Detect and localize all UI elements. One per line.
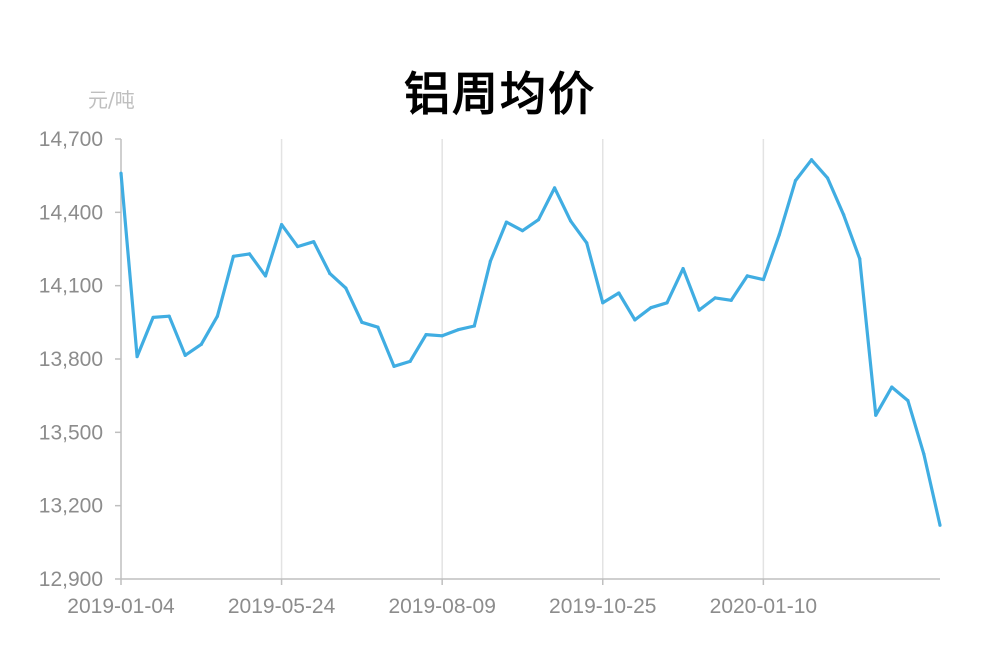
- data-point: [745, 274, 749, 278]
- data-point: [215, 314, 219, 318]
- data-point: [858, 257, 862, 261]
- data-point: [520, 229, 525, 233]
- data-point: [649, 306, 653, 310]
- data-point: [151, 315, 155, 320]
- data-point: [713, 296, 717, 300]
- data-point: [617, 291, 621, 295]
- data-point: [842, 213, 846, 217]
- data-point: [456, 328, 460, 332]
- data-point: [938, 523, 942, 527]
- data-point: [424, 332, 428, 337]
- data-point: [472, 324, 476, 328]
- y-tick-label: 13,800: [39, 348, 103, 371]
- data-point: [504, 220, 509, 224]
- data-point: [167, 314, 171, 318]
- x-tick-label: 2019-05-24: [228, 595, 336, 618]
- data-point: [312, 240, 316, 244]
- data-point: [922, 452, 926, 456]
- data-point: [697, 308, 701, 312]
- data-point: [890, 385, 894, 389]
- data-point: [585, 241, 589, 245]
- chart-title: 铝周均价: [404, 67, 596, 121]
- x-tick-label: 2019-10-25: [549, 595, 656, 618]
- x-axis-ticks: 2019-01-04 2019-05-24 2019-08-09 2019-10-25…: [67, 579, 817, 618]
- data-point: [199, 342, 203, 346]
- data-point: [569, 219, 573, 223]
- y-tick-label: 13,200: [39, 495, 103, 518]
- data-point: [601, 301, 605, 305]
- data-point: [488, 259, 492, 263]
- data-point: [633, 318, 637, 322]
- data-point: [344, 286, 348, 290]
- data-point: [440, 334, 444, 338]
- data-point: [296, 244, 300, 249]
- data-point: [263, 274, 268, 278]
- data-point: [729, 298, 733, 302]
- data-point: [247, 252, 252, 256]
- data-point: [809, 158, 814, 162]
- data-point: [681, 266, 685, 271]
- series-points: [119, 158, 942, 527]
- series-line: [119, 158, 942, 526]
- data-point: [825, 176, 830, 180]
- data-point: [408, 359, 412, 364]
- data-point: [777, 232, 782, 236]
- data-point: [906, 398, 910, 403]
- vertical-gridlines: [280, 139, 765, 579]
- y-tick-label: 14,700: [39, 128, 103, 151]
- y-axis-ticks: 12,900 13,200 13,500 13,800 14,100 14,400 14,7…: [39, 128, 121, 591]
- y-axis-unit: 元/吨: [88, 88, 135, 112]
- y-tick-label: 14,100: [39, 275, 103, 298]
- data-point: [279, 222, 284, 227]
- y-tick-label: 12,900: [39, 568, 103, 591]
- data-point: [183, 353, 187, 357]
- data-point: [665, 301, 669, 305]
- data-point: [392, 364, 396, 368]
- data-point: [328, 271, 332, 276]
- data-point: [360, 320, 364, 324]
- data-point: [793, 178, 798, 183]
- x-tick-label: 2020-01-10: [710, 595, 817, 618]
- data-point: [552, 186, 557, 190]
- data-point: [874, 413, 878, 417]
- y-tick-label: 13,500: [39, 421, 103, 444]
- data-point: [135, 354, 139, 359]
- x-tick-label: 2019-01-04: [67, 595, 175, 618]
- data-point: [231, 254, 236, 258]
- data-point: [761, 277, 765, 282]
- data-point: [119, 171, 123, 175]
- x-tick-label: 2019-08-09: [388, 595, 495, 618]
- y-tick-label: 14,400: [39, 201, 103, 224]
- data-point: [536, 218, 541, 222]
- data-point: [376, 325, 380, 329]
